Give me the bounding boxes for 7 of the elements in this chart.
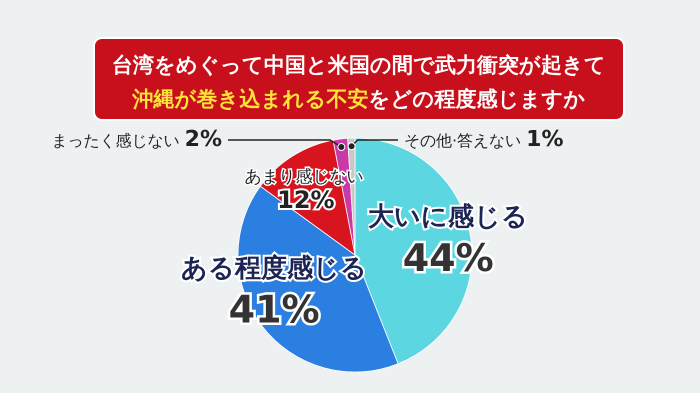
data-label: 1% [526, 127, 564, 152]
chart-title: 台湾をめぐって中国と米国の間で武力衝突が起きて [112, 53, 606, 77]
slice-label: まったく感じない [52, 131, 185, 150]
data-label: 12% [277, 186, 335, 214]
chart-subtitle: 沖縄が巻き込まれる不安をどの程度感じますか [132, 87, 586, 111]
data-label: 2% [184, 127, 222, 152]
slice-label: その他·答えない [404, 131, 526, 150]
